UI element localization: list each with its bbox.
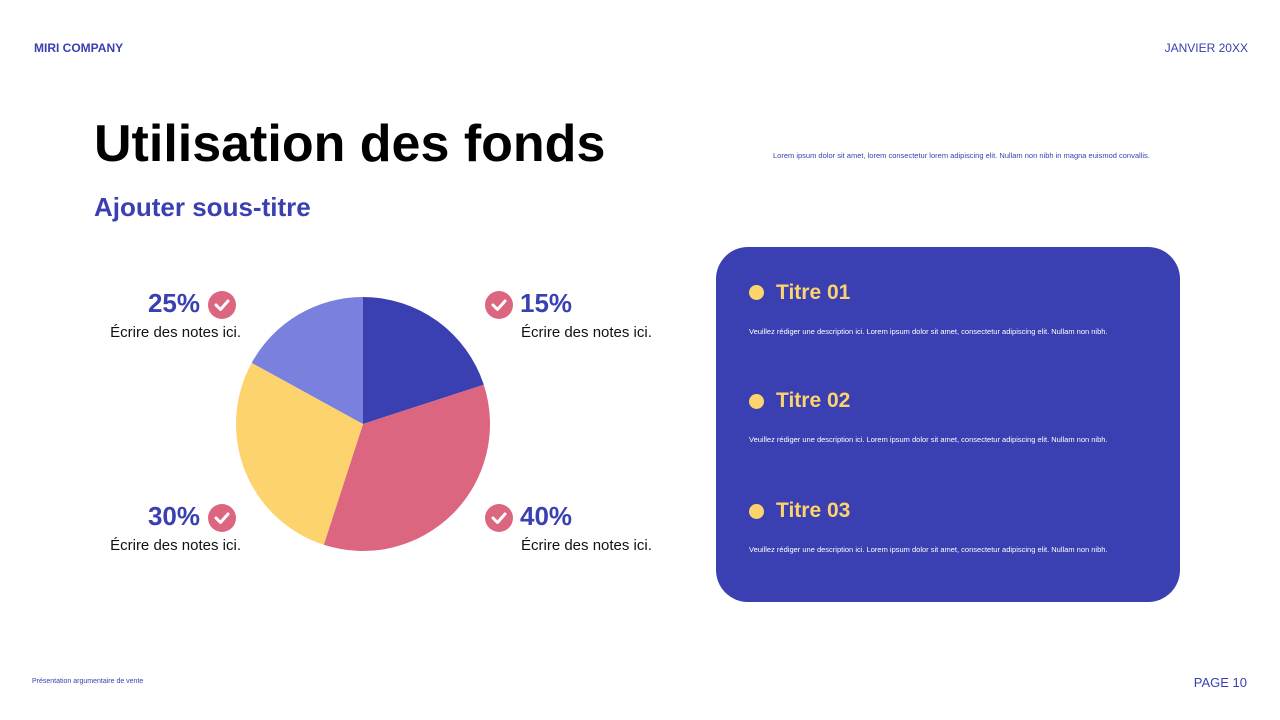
panel-text: Veuillez rédiger une description ici. Lo…: [749, 327, 1108, 336]
pie-slice: [323, 384, 490, 551]
callout-value: 15%: [520, 288, 573, 318]
bullet: [749, 504, 764, 519]
pie-slice: [251, 297, 363, 424]
panel-title: Titre 02: [776, 389, 851, 412]
intro: Lorem ipsum dolor sit amet, lorem consec…: [773, 151, 1150, 160]
footer-left: Présentation argumentaire de vente: [32, 678, 144, 685]
callout-value: 30%: [147, 501, 200, 531]
callout-note: Écrire des notes ici.: [110, 324, 241, 341]
panel-text: Veuillez rédiger une description ici. Lo…: [749, 545, 1108, 554]
check-icon: [208, 504, 236, 532]
panel-title: Titre 03: [776, 499, 851, 522]
info-panel: Titre 01 Veuillez rédiger une descriptio…: [716, 247, 1180, 602]
bullet: [749, 285, 764, 300]
subtitle: Ajouter sous-titre: [94, 192, 311, 222]
pie-slice: [236, 362, 363, 545]
panel-title: Titre 01: [776, 281, 851, 304]
callout-note: Écrire des notes ici.: [521, 537, 652, 554]
callout-note: Écrire des notes ici.: [521, 324, 652, 341]
page-number: PAGE 10: [1193, 675, 1247, 690]
bullet: [749, 394, 764, 409]
check-mark: [491, 512, 507, 524]
date: JANVIER 20XX: [1164, 41, 1248, 55]
pie-slice: [363, 297, 484, 424]
check-mark: [214, 512, 230, 524]
check-icon: [208, 291, 236, 319]
callout-note: Écrire des notes ici.: [110, 537, 241, 554]
callout-value: 25%: [147, 288, 200, 318]
check-mark: [214, 299, 230, 311]
check-mark: [491, 299, 507, 311]
panel-text: Veuillez rédiger une description ici. Lo…: [749, 435, 1108, 444]
callout-value: 40%: [520, 501, 573, 531]
company: MIRI COMPANY: [34, 41, 124, 55]
check-icon: [485, 291, 513, 319]
title: Utilisation des fonds: [94, 115, 606, 173]
check-icon: [485, 504, 513, 532]
